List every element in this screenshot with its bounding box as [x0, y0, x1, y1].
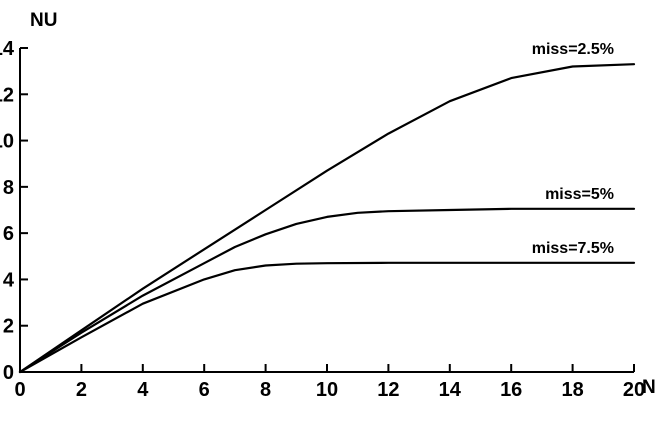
x-tick-label: 2: [76, 379, 87, 401]
x-tick-label: 0: [14, 379, 25, 401]
x-tick-label: 4: [137, 379, 149, 401]
series-label: miss=5%: [545, 186, 614, 203]
y-tick-label: 10: [0, 131, 14, 153]
y-tick-label: 0: [3, 362, 14, 384]
y-tick-label: 12: [0, 84, 14, 106]
x-tick-label: 18: [561, 379, 583, 401]
x-tick-label: 12: [377, 379, 399, 401]
y-tick-label: 6: [3, 223, 14, 245]
y-tick-label: 2: [3, 316, 14, 338]
series-line: [18, 261, 636, 374]
y-tick-label: 8: [3, 177, 14, 199]
x-tick-label: 8: [260, 379, 271, 401]
y-axis-label: NU: [30, 10, 57, 31]
axes: [19, 48, 634, 373]
series-line: [18, 207, 636, 374]
x-tick-label: 16: [500, 379, 522, 401]
y-tick-label: 4: [3, 269, 15, 291]
series: miss=2.5% miss=5% miss=7.5%: [18, 41, 636, 374]
ticks: 0 2 4 6 8 10 12 14 16 18 20 0 2 4 6 8 10 12 14: [0, 38, 645, 401]
x-tick-label: 14: [439, 379, 462, 401]
x-tick-label: 6: [199, 379, 210, 401]
y-tick-label: 14: [0, 38, 15, 60]
series-label: miss=2.5%: [532, 41, 614, 58]
series-label: miss=7.5%: [532, 240, 614, 257]
series-line: [18, 63, 636, 374]
x-axis-label: N: [642, 377, 656, 398]
x-tick-label: 10: [316, 379, 338, 401]
x-tick-label: 20: [623, 379, 645, 401]
